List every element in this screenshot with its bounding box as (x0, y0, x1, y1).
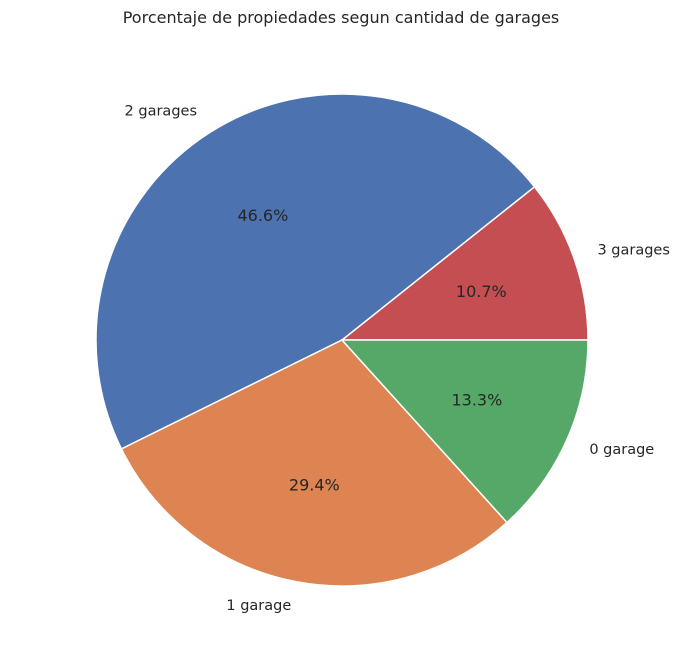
pie-slice-0 (339, 185, 589, 341)
pie-slice-category-label: 3 garages (597, 243, 669, 259)
pie-slice-category-label: 1 garage (226, 598, 291, 614)
pie-slices (95, 93, 589, 587)
pie-slice-percent-label: 46.6% (237, 206, 288, 225)
pie-slice-1 (95, 93, 536, 450)
pie-slice-percent-label: 10.7% (456, 282, 507, 301)
pie-slice-percent-label: 13.3% (451, 390, 502, 409)
pie-slice-category-label: 0 garage (589, 442, 654, 458)
pie-slice-3 (340, 339, 589, 524)
pie-labels: 10.7% 3 garages 46.6% 2 garages 29.4% 1 garag… (125, 104, 670, 614)
pie-slice-percent-label: 29.4% (289, 475, 340, 494)
chart-title: Porcentaje de propiedades segun cantidad… (123, 8, 560, 27)
pie-slice-category-label: 2 garages (125, 104, 197, 120)
pie-slice-2 (120, 339, 509, 587)
